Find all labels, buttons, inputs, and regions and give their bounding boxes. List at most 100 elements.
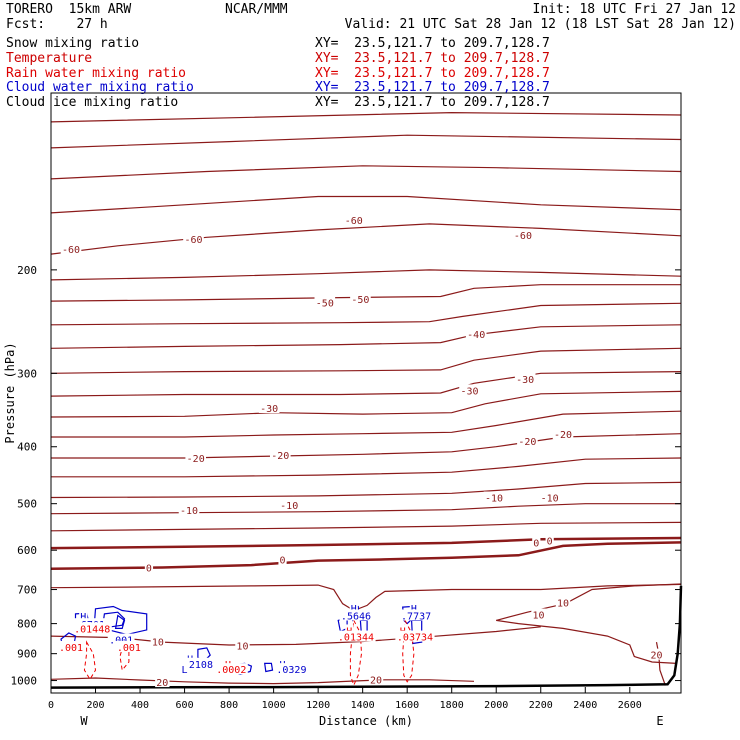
rain-label: .01448 <box>74 624 110 635</box>
cloud-water-label: .7737 <box>401 611 431 622</box>
temperature-label: -10 <box>180 506 198 517</box>
field-xy-snow: XY= 23.5,121.7 to 209.7,128.7 <box>315 36 550 51</box>
temperature-label: -20 <box>271 451 289 462</box>
cloud-water-label-bg <box>79 610 88 622</box>
temperature-contour-12 <box>51 410 682 438</box>
x-tick-label: 1800 <box>440 700 464 711</box>
x-tick-label: 2200 <box>529 700 553 711</box>
temperature-label: 0 <box>146 564 152 575</box>
field-label-temperature: Temperature <box>6 51 93 66</box>
temperature-label-bg <box>532 536 541 548</box>
temperature-label: -20 <box>554 430 572 441</box>
temperature-label-bg <box>539 491 560 503</box>
temperature-label: 10 <box>557 599 569 610</box>
temperature-label: 10 <box>152 638 164 649</box>
temperature-contour-3 <box>50 134 682 149</box>
temperature-label-bg <box>155 676 170 688</box>
temperature-label: 20 <box>650 651 662 662</box>
temperature-label: -20 <box>187 454 205 465</box>
temperature-label-bg <box>258 401 280 413</box>
x-tick-label: 1200 <box>306 700 330 711</box>
temperature-label-bg <box>350 292 371 304</box>
x-tick-label: 600 <box>176 700 194 711</box>
temperature-label: -50 <box>316 298 334 309</box>
field-label-cloud-ice: Cloud ice mixing ratio <box>6 95 179 110</box>
x-tick-label: 1400 <box>351 700 375 711</box>
temperature-label: 10 <box>236 641 248 652</box>
field-label-snow: Snow mixing ratio <box>6 36 140 51</box>
rain-label-bg <box>395 630 435 642</box>
temperature-label-bg <box>465 327 487 339</box>
temperature-contour-21 <box>496 583 682 664</box>
cloud-water-label: H <box>80 612 86 623</box>
cloud-water-label-bg <box>107 633 135 645</box>
axes: 0 200 400 600 800 1000 1200 1400 1600 1800 2000 220… <box>11 264 681 711</box>
x-tick-label: 400 <box>131 700 149 711</box>
init-time: Init: 18 UTC Fri 27 Jan 12 <box>532 2 737 17</box>
rain-label: .001 <box>59 643 83 654</box>
temperature-label-bg <box>185 452 206 464</box>
rain-label-bg <box>57 640 85 652</box>
temperature-label-bg <box>552 427 574 439</box>
rain-label: .01344 <box>338 633 374 644</box>
cloud-water-label-bg <box>274 663 308 675</box>
x-tick-label: 800 <box>220 700 238 711</box>
temperature-contour-15 <box>50 481 682 499</box>
temperature-label: -40 <box>467 330 485 341</box>
temperature-label-bg <box>545 534 554 546</box>
x-tick-label: 1600 <box>395 700 419 711</box>
field-xy-cloud-water: XY= 23.5,121.7 to 209.7,128.7 <box>315 80 550 95</box>
field-xy-cloud-ice: XY= 23.5,121.7 to 209.7,128.7 <box>315 95 550 110</box>
temperature-label-bg <box>459 384 480 396</box>
terrain-line <box>50 585 683 689</box>
temperature-label-bg <box>278 553 287 565</box>
rain-contour-0 <box>83 640 97 681</box>
temperature-label-bg <box>555 596 571 608</box>
cloud-water-label: .5646 <box>341 611 371 622</box>
temperature-label: -60 <box>345 216 363 227</box>
temperature-contour-11 <box>50 390 682 418</box>
y-tick-label: 300 <box>17 367 37 380</box>
temperature-label: 0 <box>547 537 553 548</box>
rain-label: .03734 <box>397 633 433 644</box>
temperature-label-bg <box>483 491 505 503</box>
temperature-label-bg <box>235 639 250 651</box>
y-tick-label: 200 <box>17 264 37 277</box>
y-tick-label: 1000 <box>11 675 38 688</box>
center-title: NCAR/MMM <box>225 2 288 17</box>
cloud-water-label: L <box>182 665 188 676</box>
temperature-label-bg <box>314 296 336 308</box>
temperature-contour-14 <box>51 457 682 478</box>
temperature-contours <box>50 111 682 686</box>
temperature-label-bg <box>368 673 384 685</box>
temperature-label: 0 <box>280 556 286 567</box>
temperature-contour-7 <box>50 302 682 326</box>
x-tick-label: 2600 <box>618 700 642 711</box>
temperature-label: -60 <box>514 231 532 242</box>
temperature-label-bg <box>269 449 291 461</box>
x-end-label-west: W <box>80 714 88 728</box>
temperature-contour-2 <box>50 165 682 180</box>
field-label-cloud-water: Cloud water mixing ratio <box>6 80 194 95</box>
cloud-water-label-bg <box>349 601 358 613</box>
temperature-label: -30 <box>516 375 534 386</box>
cloud-water-label-bg <box>181 657 215 669</box>
field-xy-rain: XY= 23.5,121.7 to 209.7,128.7 <box>315 66 550 81</box>
temperature-contour-8 <box>50 324 682 349</box>
rain-label: .001 <box>117 643 141 654</box>
contour-labels: -60 -60 -60 -60 -50 -50 -40 -30 -30 -30 -20 -20 -20 -… <box>57 213 664 689</box>
temperature-contour-5 <box>50 269 682 281</box>
cloud-water-label: H <box>351 604 357 615</box>
temperature-label: 10 <box>533 611 545 622</box>
temperature-label: -10 <box>485 494 503 505</box>
temperature-contour-10 <box>50 371 682 397</box>
temperature-contour-23 <box>50 677 475 685</box>
temperature-contour-18 <box>50 536 682 550</box>
cloud-water-label-bg <box>180 663 189 675</box>
temperature-label-bg <box>514 373 536 385</box>
rain-label-bg <box>398 624 407 636</box>
temperature-label-bg <box>183 233 204 245</box>
x-tick-label: 1000 <box>262 700 286 711</box>
plot-frame <box>50 92 682 694</box>
